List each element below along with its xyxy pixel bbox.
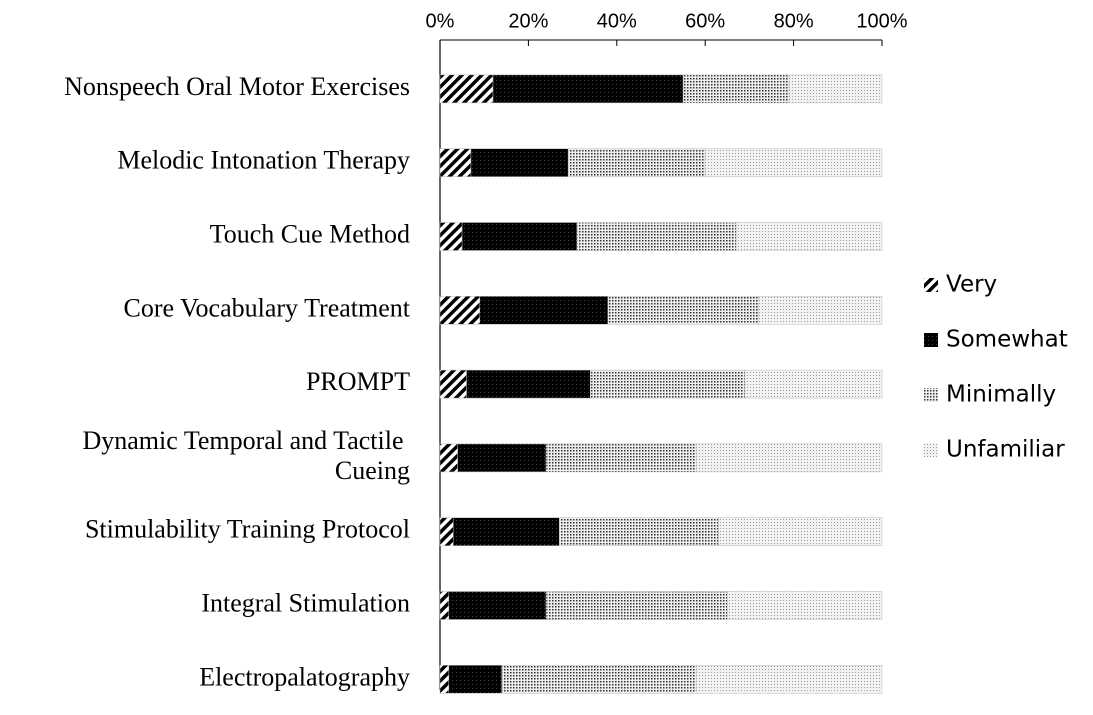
bar-segment [461,222,578,251]
bar-segment [479,296,609,325]
category-label: Integral Stimulation [201,588,410,617]
bar-segment [607,296,759,325]
bar-segment [545,443,697,473]
bar-segment [492,74,684,104]
x-tick-label: 20% [508,10,548,32]
bar-segment [439,296,481,325]
category-label: Stimulability Training Protocol [85,515,410,544]
bar-segment [590,369,746,399]
bar-segment [439,222,463,251]
bar-segment [788,74,883,104]
bar-segment [439,148,472,177]
bar-segment [448,591,547,620]
bar-segment [696,443,883,473]
bar-segment [453,517,560,546]
bar-segment [559,517,719,546]
bar-segment [439,517,454,546]
legend-swatch [924,443,938,457]
x-tick-label: 100% [856,10,907,32]
bar-segment [718,517,883,546]
bar-segment [448,665,503,694]
legend-swatch [924,278,938,292]
bar-segment [757,296,883,325]
bar-segment [567,148,706,177]
bar-segment [439,591,450,620]
bar-segment [470,148,569,177]
x-tick-label: 0% [426,10,455,32]
category-label: Touch Cue Method [210,219,410,248]
legend-label: Minimally [946,382,1056,408]
bar-segment [439,74,494,104]
bar-segment [735,222,883,251]
category-label: Nonspeech Oral Motor Exercises [64,72,410,101]
category-label: Dynamic Temporal and Tactile Cueing [82,426,410,485]
bar-segment [682,74,790,104]
bar-segment [457,443,547,473]
category-label: Core Vocabulary Treatment [124,293,411,322]
bar-segment [696,665,883,694]
bar-segment [439,369,467,399]
bar-segment [704,148,883,177]
legend-swatch [924,388,938,402]
bar-segment [439,443,458,473]
legend-label: Somewhat [946,327,1068,353]
category-label: Electropalatography [199,662,410,691]
bar-segment [727,591,883,620]
x-tick-label: 40% [597,10,637,32]
bar-segment [439,665,450,694]
category-label: Melodic Intonation Therapy [117,146,410,175]
bar-segment [545,591,728,620]
bar-segment [501,665,697,694]
legend-label: Very [946,272,997,298]
legend-label: Unfamiliar [946,437,1065,463]
legend-swatch [924,333,938,347]
bar-segment [744,369,883,399]
x-tick-label: 60% [685,10,725,32]
bar-segment [576,222,737,251]
bar-segment [466,369,591,399]
category-label: PROMPT [306,367,410,396]
x-tick-label: 80% [774,10,814,32]
